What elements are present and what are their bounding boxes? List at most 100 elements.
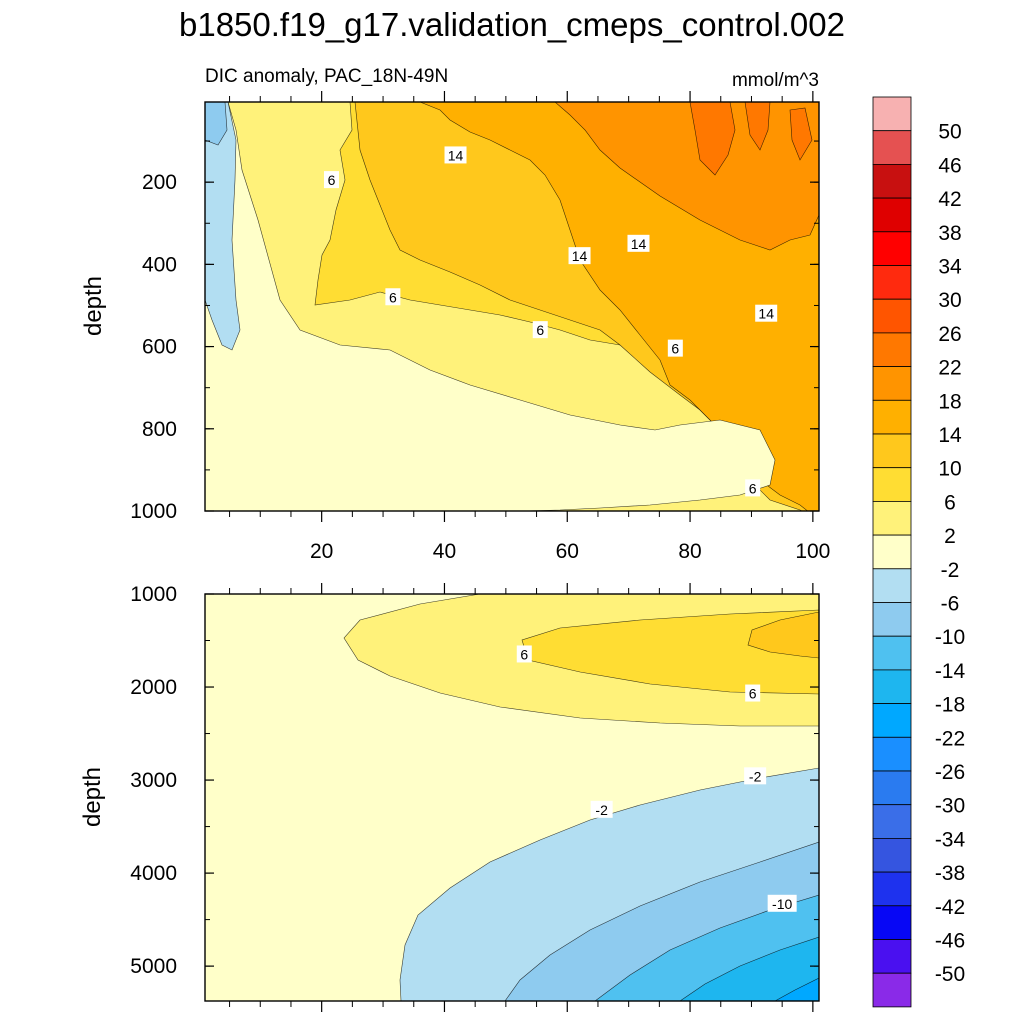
colorbar-swatch xyxy=(872,534,912,570)
colorbar-label: -10 xyxy=(935,626,965,649)
lower-panel: 6 6 -2 -2 -10 depth 1000 2000 3000 4000 5000 xyxy=(79,583,820,1012)
contour-label: 6 xyxy=(745,479,761,497)
contour-label: 14 xyxy=(627,234,650,252)
y-tick-label: 800 xyxy=(142,418,177,441)
contour-label-text: 14 xyxy=(572,248,588,264)
colorbar-label: 6 xyxy=(944,491,956,514)
colorbar-label: -46 xyxy=(935,930,965,953)
colorbar-label: -42 xyxy=(935,896,965,919)
contour-label: 14 xyxy=(444,146,467,164)
contour-label-text: -2 xyxy=(595,802,608,818)
upper-fill-neg6-neg2 xyxy=(205,102,241,351)
colorbar-swatch xyxy=(872,736,912,772)
colorbar-swatch xyxy=(872,467,912,502)
colorbar-label: -26 xyxy=(935,761,965,784)
lower-y-axis: depth 1000 2000 3000 4000 5000 xyxy=(79,583,819,978)
figure-title: b1850.f19_g17.validation_cmeps_control.0… xyxy=(179,6,845,43)
colorbar-label: 50 xyxy=(938,121,961,144)
contour-label-box xyxy=(745,479,761,497)
colorbar-label: 30 xyxy=(938,289,961,312)
lower-contour-labels: 6 6 -2 -2 -10 xyxy=(516,645,797,912)
upper-fill-neg2-2 xyxy=(205,102,776,511)
upper-contour-field xyxy=(205,102,819,511)
colorbar-swatch xyxy=(872,770,912,806)
contour-label: -2 xyxy=(590,800,613,818)
y-tick-label: 1000 xyxy=(130,583,177,606)
colorbar-swatch xyxy=(872,265,912,300)
x-tick-label: 40 xyxy=(433,540,456,563)
upper-ylabel: depth xyxy=(80,276,107,336)
contour-label-text: 6 xyxy=(749,686,757,702)
colorbar-label: 10 xyxy=(938,458,961,481)
colorbar-label: -6 xyxy=(941,593,960,616)
colorbar-label: -14 xyxy=(935,660,966,683)
contour-label-text: -10 xyxy=(772,896,792,912)
contour-label: 6 xyxy=(532,321,548,339)
upper-x-axis: 20 40 60 80 100 xyxy=(229,91,830,563)
colorbar-swatch xyxy=(872,703,912,738)
colorbar-label: 18 xyxy=(938,390,961,413)
y-tick-label: 3000 xyxy=(130,769,177,792)
colorbar-swatch xyxy=(872,838,912,873)
contour-label-box xyxy=(568,247,591,265)
colorbar-label: 22 xyxy=(938,357,961,380)
colorbar-swatch xyxy=(872,568,912,603)
colorbar-label: 38 xyxy=(938,222,961,245)
y-tick-label: 2000 xyxy=(130,676,177,699)
lower-x-axis xyxy=(229,583,814,1012)
colorbar-swatch xyxy=(872,433,912,469)
colorbar-label: -2 xyxy=(941,559,960,582)
colorbar-swatch xyxy=(872,366,912,401)
y-tick-label: 5000 xyxy=(130,955,177,978)
contour-label-text: 14 xyxy=(448,147,464,163)
contour-label-box xyxy=(755,304,778,322)
contour-label-text: -2 xyxy=(749,768,762,784)
lower-fill-neg22-neg18 xyxy=(774,977,819,1001)
colorbar-swatch xyxy=(872,871,912,907)
contour-label-box xyxy=(516,645,532,663)
contour-label-text: 6 xyxy=(389,289,397,305)
colorbar-label: -38 xyxy=(935,862,965,885)
upper-fill-neg10-neg6 xyxy=(205,102,228,146)
upper-y-axis: depth 200 400 600 800 1000 xyxy=(80,140,819,523)
colorbar-swatch xyxy=(872,197,912,233)
contour-label-text: 6 xyxy=(749,480,757,496)
contour-label-text: 6 xyxy=(536,322,544,338)
contour-label: 6 xyxy=(745,684,761,702)
colorbar-label: 42 xyxy=(938,188,961,211)
contour-label-text: 14 xyxy=(758,306,774,322)
upper-left-string: DIC anomaly, PAC_18N-49N xyxy=(205,66,448,87)
upper-units-string: mmol/m^3 xyxy=(732,70,819,91)
contour-label-box xyxy=(590,800,613,818)
y-tick-label: 4000 xyxy=(130,862,177,885)
colorbar-label: 26 xyxy=(938,323,961,346)
contour-label-text: 6 xyxy=(520,646,528,662)
y-tick-label: 400 xyxy=(142,253,177,276)
lower-plot-frame xyxy=(204,593,820,1002)
contour-label-box xyxy=(767,894,797,912)
colorbar-swatch xyxy=(872,500,912,536)
contour-label: -10 xyxy=(767,894,797,912)
colorbar-swatch xyxy=(872,332,912,367)
x-tick-label: 100 xyxy=(795,540,830,563)
colorbar-swatch xyxy=(872,905,912,940)
colorbar-label: 46 xyxy=(938,154,961,177)
lower-fill-10-14 xyxy=(747,611,819,659)
colorbar-swatch xyxy=(872,804,912,839)
colorbar-label: 14 xyxy=(938,424,962,447)
contour-label-box xyxy=(745,684,761,702)
colorbar-swatch xyxy=(872,399,912,435)
contour-label-box xyxy=(385,288,401,306)
upper-contour-labels: 14 6 14 14 6 6 14 6 6 xyxy=(323,146,778,497)
contour-label: 6 xyxy=(323,171,339,189)
contour-label: 6 xyxy=(385,288,401,306)
contour-label-box xyxy=(667,339,683,357)
contour-label-text: 6 xyxy=(328,172,336,188)
contour-label-box xyxy=(744,767,767,785)
upper-plot-frame xyxy=(204,101,820,512)
lower-fill-neg18-neg14 xyxy=(679,936,819,1001)
contour-label-box xyxy=(532,321,548,339)
x-tick-label: 60 xyxy=(556,540,579,563)
x-tick-label: 80 xyxy=(678,540,701,563)
